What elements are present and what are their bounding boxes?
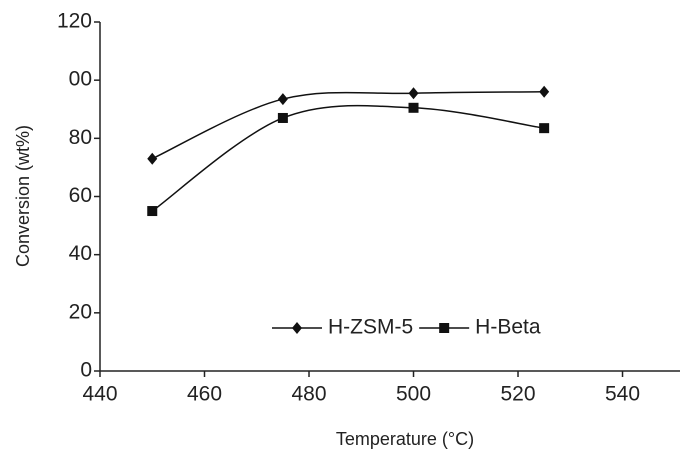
y-axis-title: Conversion (wt%) (13, 125, 33, 267)
legend-label: H-ZSM-5 (328, 316, 413, 339)
x-tick-label: 480 (291, 383, 326, 406)
marker-square (439, 323, 450, 333)
y-tick-label: 60 (69, 184, 92, 207)
y-tick-label: 0 (80, 359, 92, 382)
series-line (151, 104, 545, 212)
marker-square (539, 123, 550, 134)
y-tick-label: 20 (69, 300, 92, 323)
x-tick-label: 460 (187, 383, 222, 406)
y-tick-label: 80 (69, 126, 92, 149)
marker-diamond (408, 87, 419, 100)
marker-diamond (539, 85, 550, 98)
x-tick-label: 520 (500, 383, 535, 406)
y-tick-label: 40 (69, 242, 92, 265)
marker-square (408, 102, 419, 113)
y-tick-label: 120 (57, 10, 92, 33)
y-tick-label: 00 (69, 68, 92, 91)
x-tick-label: 500 (396, 383, 431, 406)
marker-diamond (292, 322, 302, 334)
x-axis-title: Temperature (°C) (336, 429, 474, 449)
marker-diamond (277, 93, 288, 106)
series-line (151, 91, 545, 160)
x-tick-label: 540 (605, 383, 640, 406)
x-tick-label: 440 (82, 383, 117, 406)
legend-label: H-Beta (475, 316, 541, 339)
marker-diamond (147, 152, 158, 165)
marker-square (277, 112, 288, 123)
marker-square (147, 206, 158, 217)
